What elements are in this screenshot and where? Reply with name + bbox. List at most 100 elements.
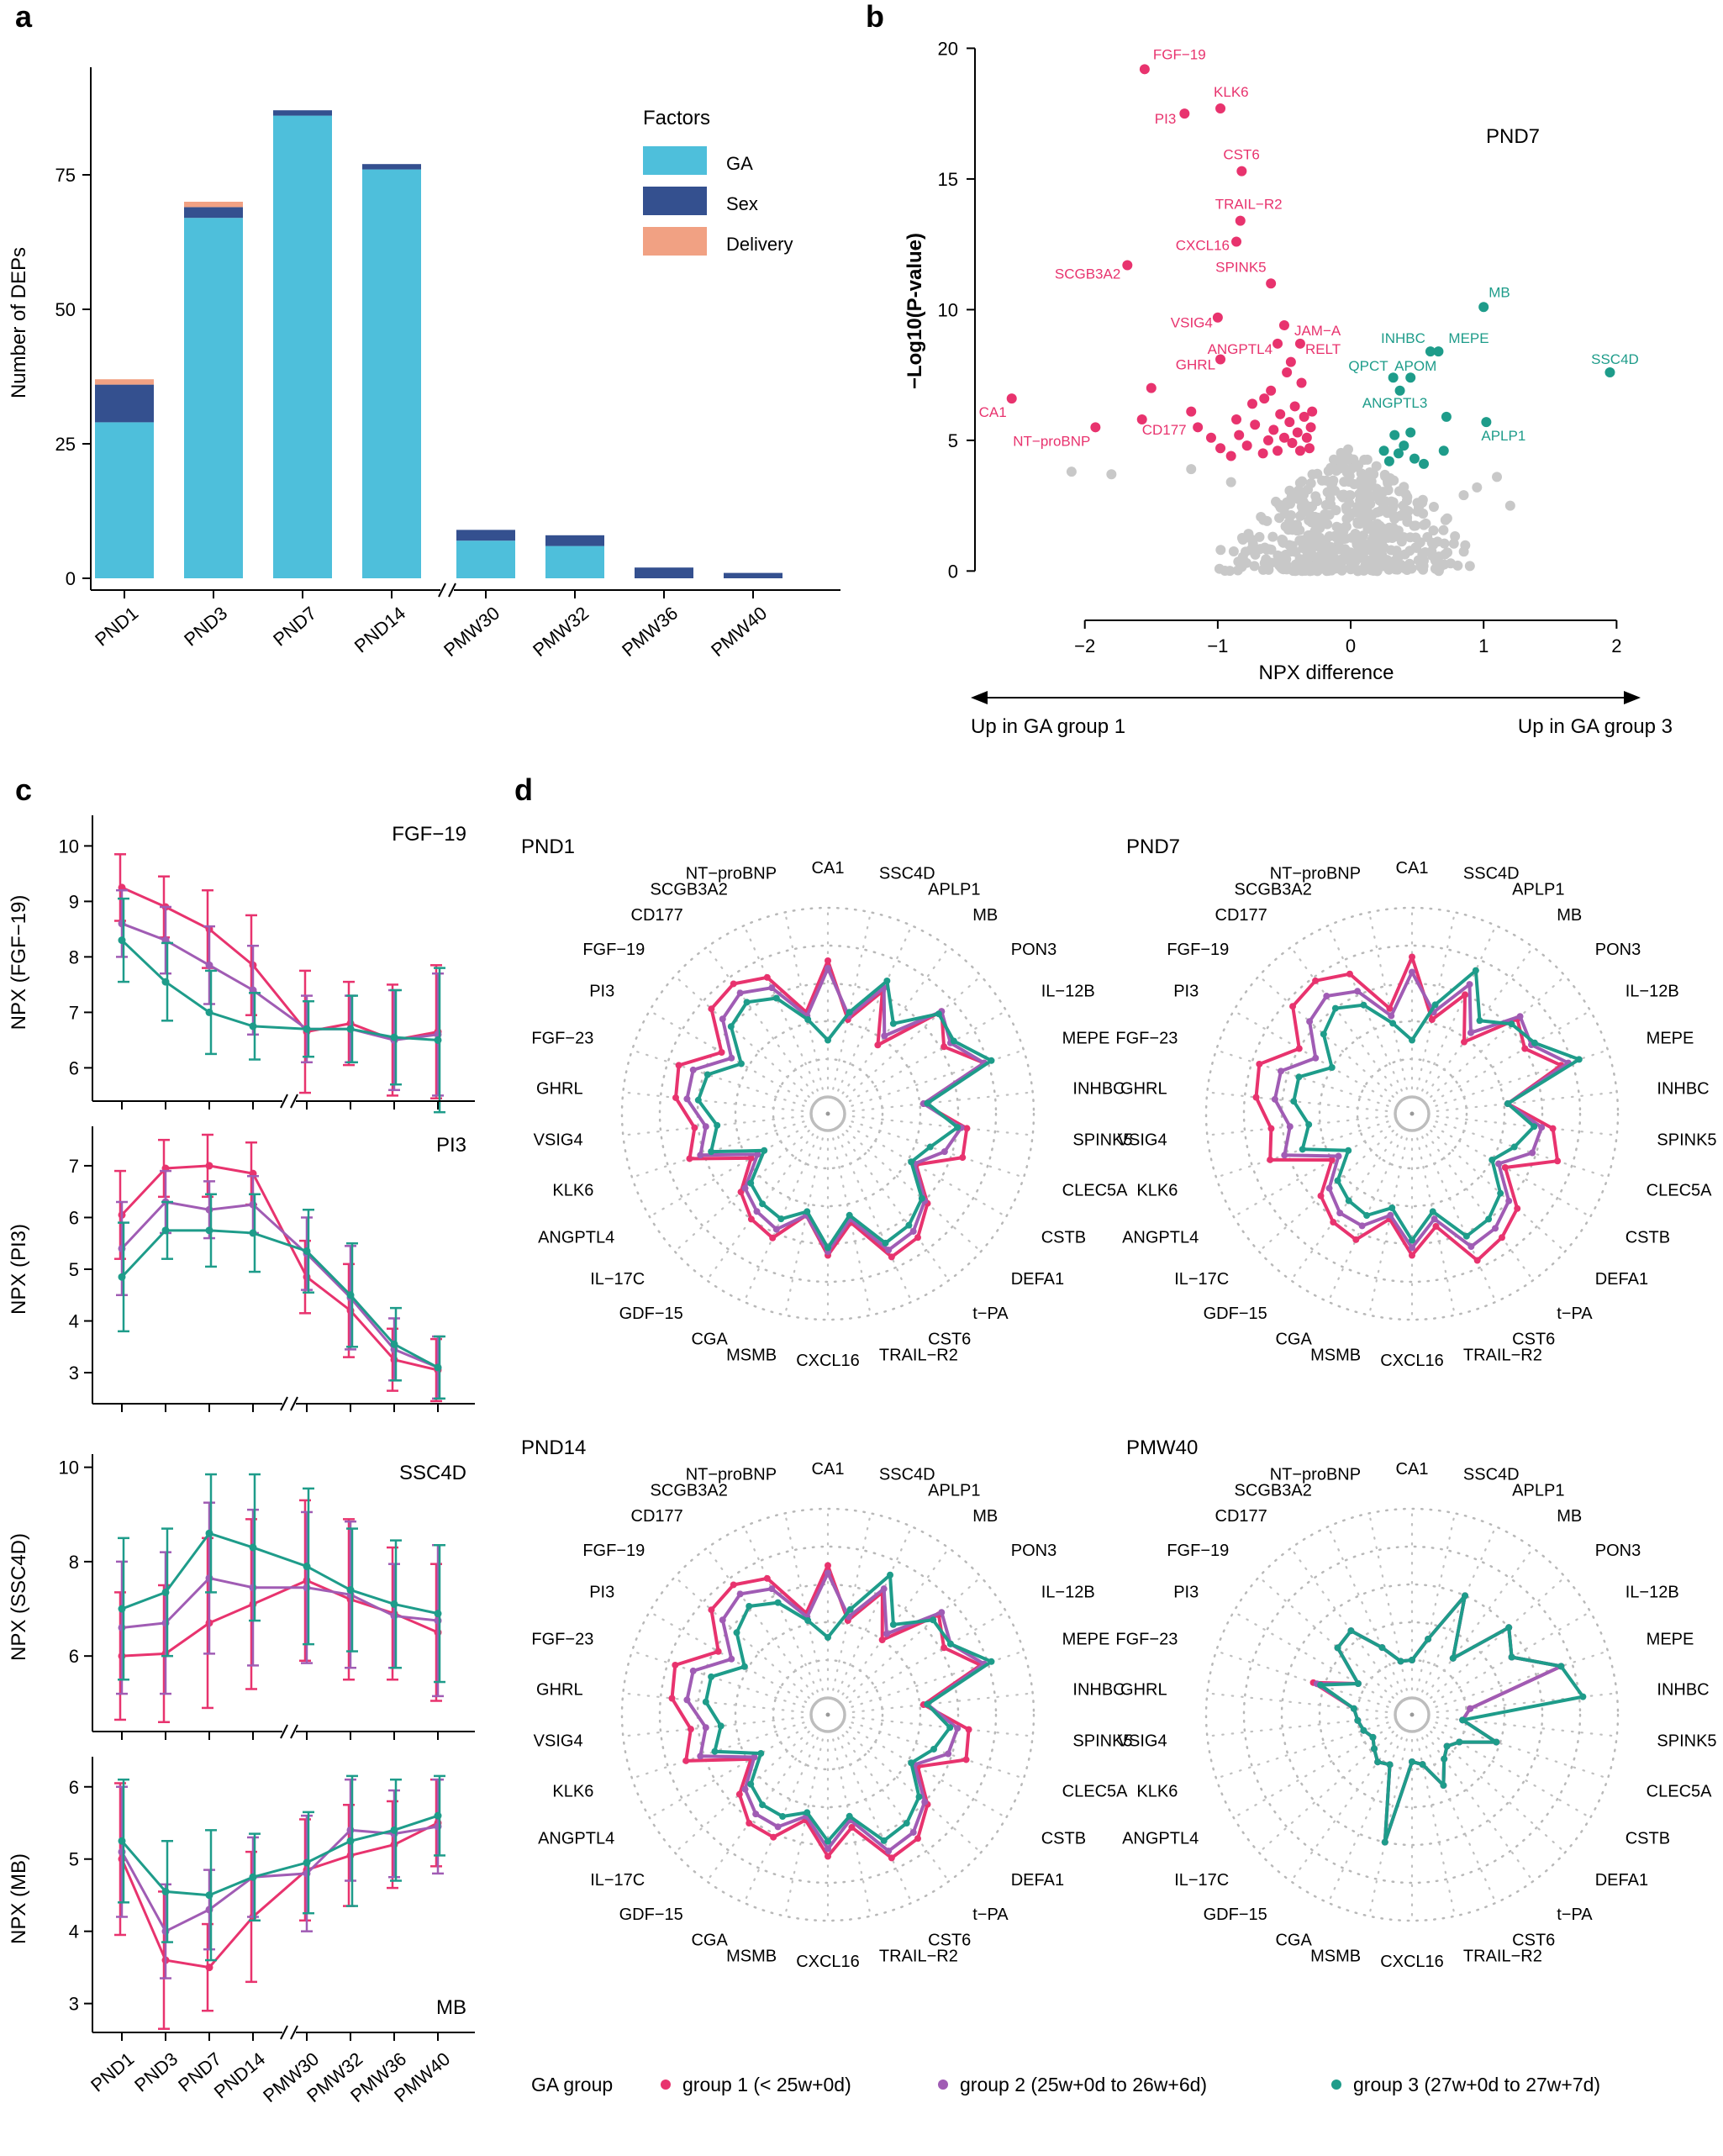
radar-axis-label: CD177 xyxy=(1215,1507,1267,1526)
radar-axis-label: IL−17C xyxy=(1174,1270,1229,1289)
radar-axis-label: FGF−19 xyxy=(582,941,645,959)
radar-point-group3 xyxy=(915,1793,923,1800)
radar-point-group3 xyxy=(926,1143,934,1151)
nonsig-point xyxy=(1357,530,1368,541)
point-label: TRAIL−R2 xyxy=(1215,197,1283,213)
radar-point-group3 xyxy=(1443,1742,1451,1750)
nonsig-point xyxy=(1286,493,1297,503)
radar-axis-label: MEPE xyxy=(1062,1630,1110,1648)
spoke xyxy=(1421,925,1497,1092)
radar-axis-label: MB xyxy=(1557,906,1582,925)
legend-key-group2 xyxy=(938,2080,948,2090)
sig-point-group3 xyxy=(1399,440,1409,451)
radar-axis-label: FGF−19 xyxy=(582,1542,645,1560)
spoke xyxy=(1206,1692,1388,1713)
radar-axis-label: KLK6 xyxy=(552,1182,593,1200)
radar-point-group2 xyxy=(938,1609,946,1616)
radar-point-group2 xyxy=(885,1848,893,1855)
nonsig-point xyxy=(1215,545,1226,556)
radar-point-group1 xyxy=(825,1853,831,1860)
radar-point-group1 xyxy=(825,1562,831,1569)
spoke xyxy=(1232,1125,1392,1218)
point-label: QPCT xyxy=(1348,358,1388,374)
grid-ring xyxy=(620,1507,1035,1922)
labeled-point-cxcl16 xyxy=(1231,236,1242,247)
radar-point-group3 xyxy=(1354,1680,1362,1687)
radar-point-group2 xyxy=(1516,1013,1524,1020)
x-tick-label: 2 xyxy=(1611,635,1621,656)
legend-key-group1 xyxy=(661,2080,671,2090)
spoke xyxy=(673,1730,810,1854)
nonsig-point xyxy=(1402,565,1413,576)
labeled-point-fgf−19 xyxy=(1139,64,1150,75)
radar-point-group3 xyxy=(905,1221,913,1229)
point-label: APLP1 xyxy=(1481,428,1525,444)
radar-axis-label: NT−proBNP xyxy=(686,1465,777,1484)
nonsig-point xyxy=(1344,471,1355,482)
bar-delivery-pnd3 xyxy=(184,202,243,208)
sig-point-group1 xyxy=(1294,445,1305,456)
y-tick-label: 3 xyxy=(69,1994,79,2015)
point-label: SPINK5 xyxy=(1215,259,1266,275)
sig-point-group1 xyxy=(1284,417,1295,428)
center-dot xyxy=(1409,1111,1415,1116)
radar-point-group1 xyxy=(672,1661,679,1668)
radar-axis-label: CA1 xyxy=(1396,859,1429,878)
panel-b-points xyxy=(1006,64,1615,577)
radar-point-group1 xyxy=(1521,1045,1529,1052)
radar-axis-label: CD177 xyxy=(631,1507,683,1526)
radar-point-group3 xyxy=(1388,1204,1396,1211)
grid-ring xyxy=(620,906,1035,1321)
radar-plot-pmw40 xyxy=(1204,1507,1620,1922)
sig-point-group3 xyxy=(1419,458,1430,469)
radar-point-group3 xyxy=(747,1179,755,1187)
spoke xyxy=(1367,911,1408,1090)
spoke xyxy=(846,1730,983,1854)
radar-title: PND7 xyxy=(1126,836,1180,858)
radar-axis-label: DEFA1 xyxy=(1011,1270,1064,1289)
nonsig-point xyxy=(1297,507,1308,518)
radar-point-group2 xyxy=(1335,1152,1342,1160)
radar-axis-label: GDF−15 xyxy=(1204,1906,1267,1924)
radar-point-group2 xyxy=(774,1823,782,1831)
nonsig-point xyxy=(1236,532,1247,543)
point-label: VSIG4 xyxy=(1171,315,1213,331)
spoke xyxy=(743,1526,819,1693)
radar-point-group3 xyxy=(743,999,751,1006)
radar-point-group1 xyxy=(769,1234,777,1241)
radar-point-group3 xyxy=(1489,1157,1496,1163)
radar-point-group2 xyxy=(697,1753,704,1760)
bar-sex-pnd1 xyxy=(95,384,154,423)
radar-point-group3 xyxy=(746,1602,753,1610)
radar-point-group1 xyxy=(1473,1257,1481,1264)
spoke xyxy=(630,1049,805,1107)
radar-axis-label: CSTB xyxy=(1626,1830,1670,1848)
y-tick-label: 10 xyxy=(59,836,79,857)
nonsig-point xyxy=(1418,509,1429,519)
spoke xyxy=(1289,1133,1399,1282)
radar-point-group1 xyxy=(1346,970,1353,978)
nonsig-point xyxy=(1439,538,1450,549)
bar-ga-pmw32 xyxy=(545,546,604,578)
sig-point-group1 xyxy=(1285,356,1296,367)
radar-axis-label: MSMB xyxy=(1310,1948,1361,1966)
point-label: CST6 xyxy=(1223,147,1259,163)
nonsig-point xyxy=(1320,499,1331,510)
radar-point-group3 xyxy=(717,1722,725,1730)
radar-point-group2 xyxy=(754,1151,761,1158)
data-point-group3 xyxy=(118,936,126,945)
radar-point-group1 xyxy=(963,1125,971,1132)
grid-ring xyxy=(1318,1020,1506,1208)
radar-axis-label: SSC4D xyxy=(879,1465,935,1484)
plot-title: PI3 xyxy=(436,1134,466,1157)
radar-point-group1 xyxy=(1549,1125,1557,1132)
nonsig-point xyxy=(1360,516,1371,527)
spoke xyxy=(1430,974,1567,1099)
radar-point-group1 xyxy=(708,1005,715,1013)
nonsig-point xyxy=(1353,460,1364,471)
radar-point-group2 xyxy=(702,1724,709,1732)
center-dot xyxy=(825,1111,830,1116)
x-tick-label: PND14 xyxy=(210,2048,269,2103)
data-point-group2 xyxy=(205,961,213,969)
